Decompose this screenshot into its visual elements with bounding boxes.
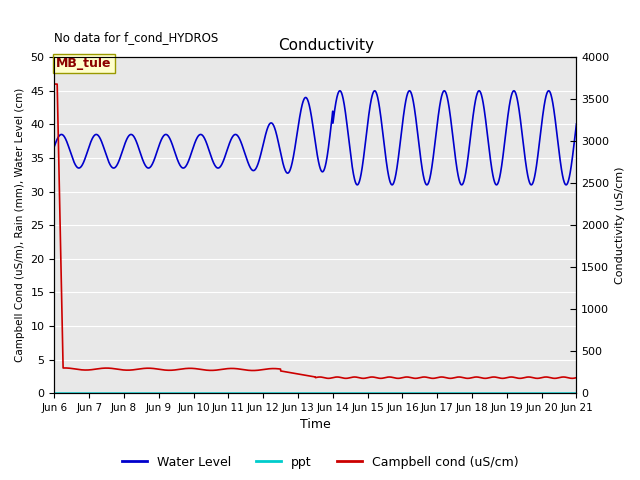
Y-axis label: Conductivity (uS/cm): Conductivity (uS/cm) — [615, 167, 625, 284]
Legend: Water Level, ppt, Campbell cond (uS/cm): Water Level, ppt, Campbell cond (uS/cm) — [116, 451, 524, 474]
Text: MB_tule: MB_tule — [56, 57, 111, 70]
X-axis label: Time: Time — [300, 419, 331, 432]
Title: Conductivity: Conductivity — [278, 38, 374, 53]
Text: No data for f_cond_HYDROS: No data for f_cond_HYDROS — [54, 31, 219, 44]
Y-axis label: Campbell Cond (uS/m), Rain (mm), Water Level (cm): Campbell Cond (uS/m), Rain (mm), Water L… — [15, 88, 25, 362]
